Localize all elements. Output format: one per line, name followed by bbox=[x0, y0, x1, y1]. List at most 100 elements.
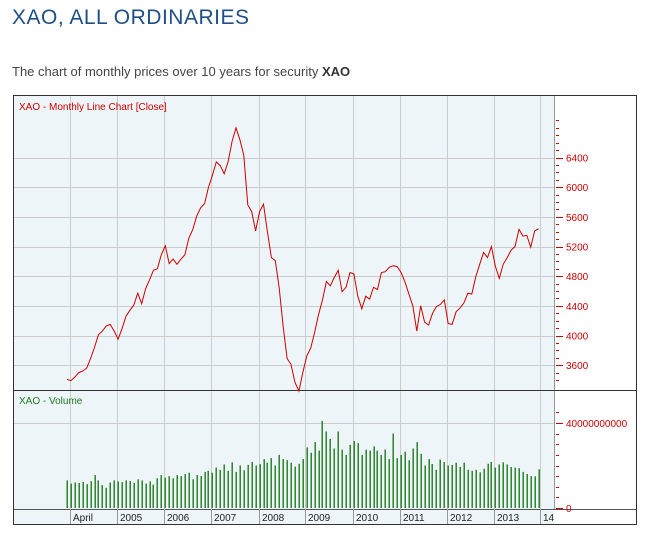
volume-bar bbox=[168, 476, 170, 508]
volume-bar bbox=[129, 481, 131, 508]
volume-bar bbox=[215, 467, 217, 508]
page-subtitle: The chart of monthly prices over 10 year… bbox=[12, 64, 350, 79]
page-title: XAO, ALL ORDINARIES bbox=[12, 6, 250, 29]
price-tick-label: 5200 bbox=[566, 243, 589, 254]
volume-bar bbox=[223, 464, 225, 508]
volume-bar bbox=[376, 450, 378, 508]
price-chart-title: XAO - Monthly Line Chart [Close] bbox=[19, 102, 167, 113]
volume-bar bbox=[82, 481, 84, 508]
volume-tick-label: 40000000000 bbox=[566, 419, 628, 430]
volume-bar bbox=[66, 480, 68, 508]
volume-bar bbox=[211, 472, 213, 508]
volume-bar bbox=[278, 454, 280, 508]
volume-bar bbox=[133, 482, 135, 508]
volume-bar bbox=[329, 438, 331, 508]
volume-bar bbox=[290, 462, 292, 508]
volume-bar bbox=[164, 477, 166, 508]
volume-bar bbox=[101, 485, 103, 508]
volume-bar bbox=[416, 442, 418, 508]
volume-bar bbox=[314, 442, 316, 508]
volume-bar bbox=[365, 449, 367, 508]
volume-bar bbox=[263, 459, 265, 508]
volume-bar bbox=[235, 471, 237, 508]
volume-bar bbox=[325, 431, 327, 508]
x-tick-label: 2010 bbox=[356, 513, 379, 524]
volume-bar bbox=[506, 464, 508, 508]
volume-bar bbox=[78, 482, 80, 508]
volume-bar bbox=[192, 479, 194, 508]
volume-bar bbox=[196, 475, 198, 508]
volume-bar bbox=[113, 480, 115, 508]
volume-bar bbox=[176, 475, 178, 508]
volume-y-axis: 0 40000000000 bbox=[556, 412, 628, 515]
volume-bar bbox=[388, 459, 390, 508]
volume-bar bbox=[471, 470, 473, 508]
volume-bar bbox=[270, 458, 272, 508]
volume-bar bbox=[431, 464, 433, 508]
volume-bar bbox=[494, 467, 496, 508]
volume-bar bbox=[538, 469, 540, 508]
volume-bar bbox=[97, 480, 99, 508]
volume-bar bbox=[400, 454, 402, 508]
volume-bar bbox=[231, 462, 233, 508]
volume-bar bbox=[510, 467, 512, 508]
volume-bar bbox=[125, 480, 127, 508]
volume-bar bbox=[156, 478, 158, 509]
volume-bar bbox=[160, 475, 162, 508]
volume-bar bbox=[200, 476, 202, 508]
volume-bar bbox=[353, 441, 355, 508]
volume-bar bbox=[204, 471, 206, 508]
x-tick-label: April bbox=[73, 513, 93, 524]
volume-bar bbox=[408, 460, 410, 508]
volume-bar bbox=[321, 420, 323, 508]
volume-bar bbox=[479, 472, 481, 508]
volume-bars bbox=[66, 420, 540, 509]
volume-bar bbox=[490, 461, 492, 508]
volume-bar bbox=[349, 444, 351, 508]
volume-bar bbox=[207, 470, 209, 508]
volume-chart-title: XAO - Volume bbox=[19, 396, 83, 407]
volume-bar bbox=[188, 472, 190, 508]
volume-bar bbox=[105, 487, 107, 508]
volume-bar bbox=[502, 462, 504, 508]
volume-bar bbox=[121, 482, 123, 508]
volume-bar bbox=[318, 450, 320, 508]
x-tick-label: 2008 bbox=[262, 513, 285, 524]
volume-bar bbox=[247, 464, 249, 508]
price-tick-label: 3600 bbox=[566, 361, 589, 372]
volume-bar bbox=[282, 459, 284, 508]
volume-bar bbox=[420, 453, 422, 508]
volume-bar bbox=[137, 479, 139, 508]
price-tick-label: 4000 bbox=[566, 332, 589, 343]
volume-bar bbox=[487, 463, 489, 508]
volume-bar bbox=[239, 465, 241, 508]
volume-bar bbox=[412, 448, 414, 508]
volume-bar bbox=[219, 469, 221, 509]
volume-bar bbox=[369, 450, 371, 508]
volume-bar bbox=[475, 469, 477, 509]
volume-bar bbox=[70, 483, 72, 508]
volume-bar bbox=[74, 482, 76, 508]
volume-bar bbox=[428, 459, 430, 508]
volume-bar bbox=[522, 471, 524, 508]
volume-bar bbox=[109, 482, 111, 508]
volume-bar bbox=[447, 465, 449, 508]
volume-bar bbox=[117, 481, 119, 508]
volume-tick-label: 0 bbox=[566, 504, 572, 515]
volume-bar bbox=[380, 454, 382, 508]
volume-bar bbox=[439, 459, 441, 508]
volume-bar bbox=[526, 474, 528, 508]
volume-bar bbox=[459, 467, 461, 508]
volume-bar bbox=[530, 476, 532, 508]
volume-bar bbox=[243, 470, 245, 508]
volume-bar bbox=[302, 459, 304, 508]
volume-bar bbox=[298, 463, 300, 508]
volume-bar bbox=[345, 454, 347, 508]
volume-bar bbox=[141, 480, 143, 508]
volume-bar bbox=[373, 446, 375, 508]
volume-bar bbox=[259, 464, 261, 508]
volume-bar bbox=[518, 468, 520, 508]
volume-bar bbox=[357, 443, 359, 508]
price-tick-label: 4800 bbox=[566, 272, 589, 283]
volume-bar bbox=[94, 475, 96, 508]
